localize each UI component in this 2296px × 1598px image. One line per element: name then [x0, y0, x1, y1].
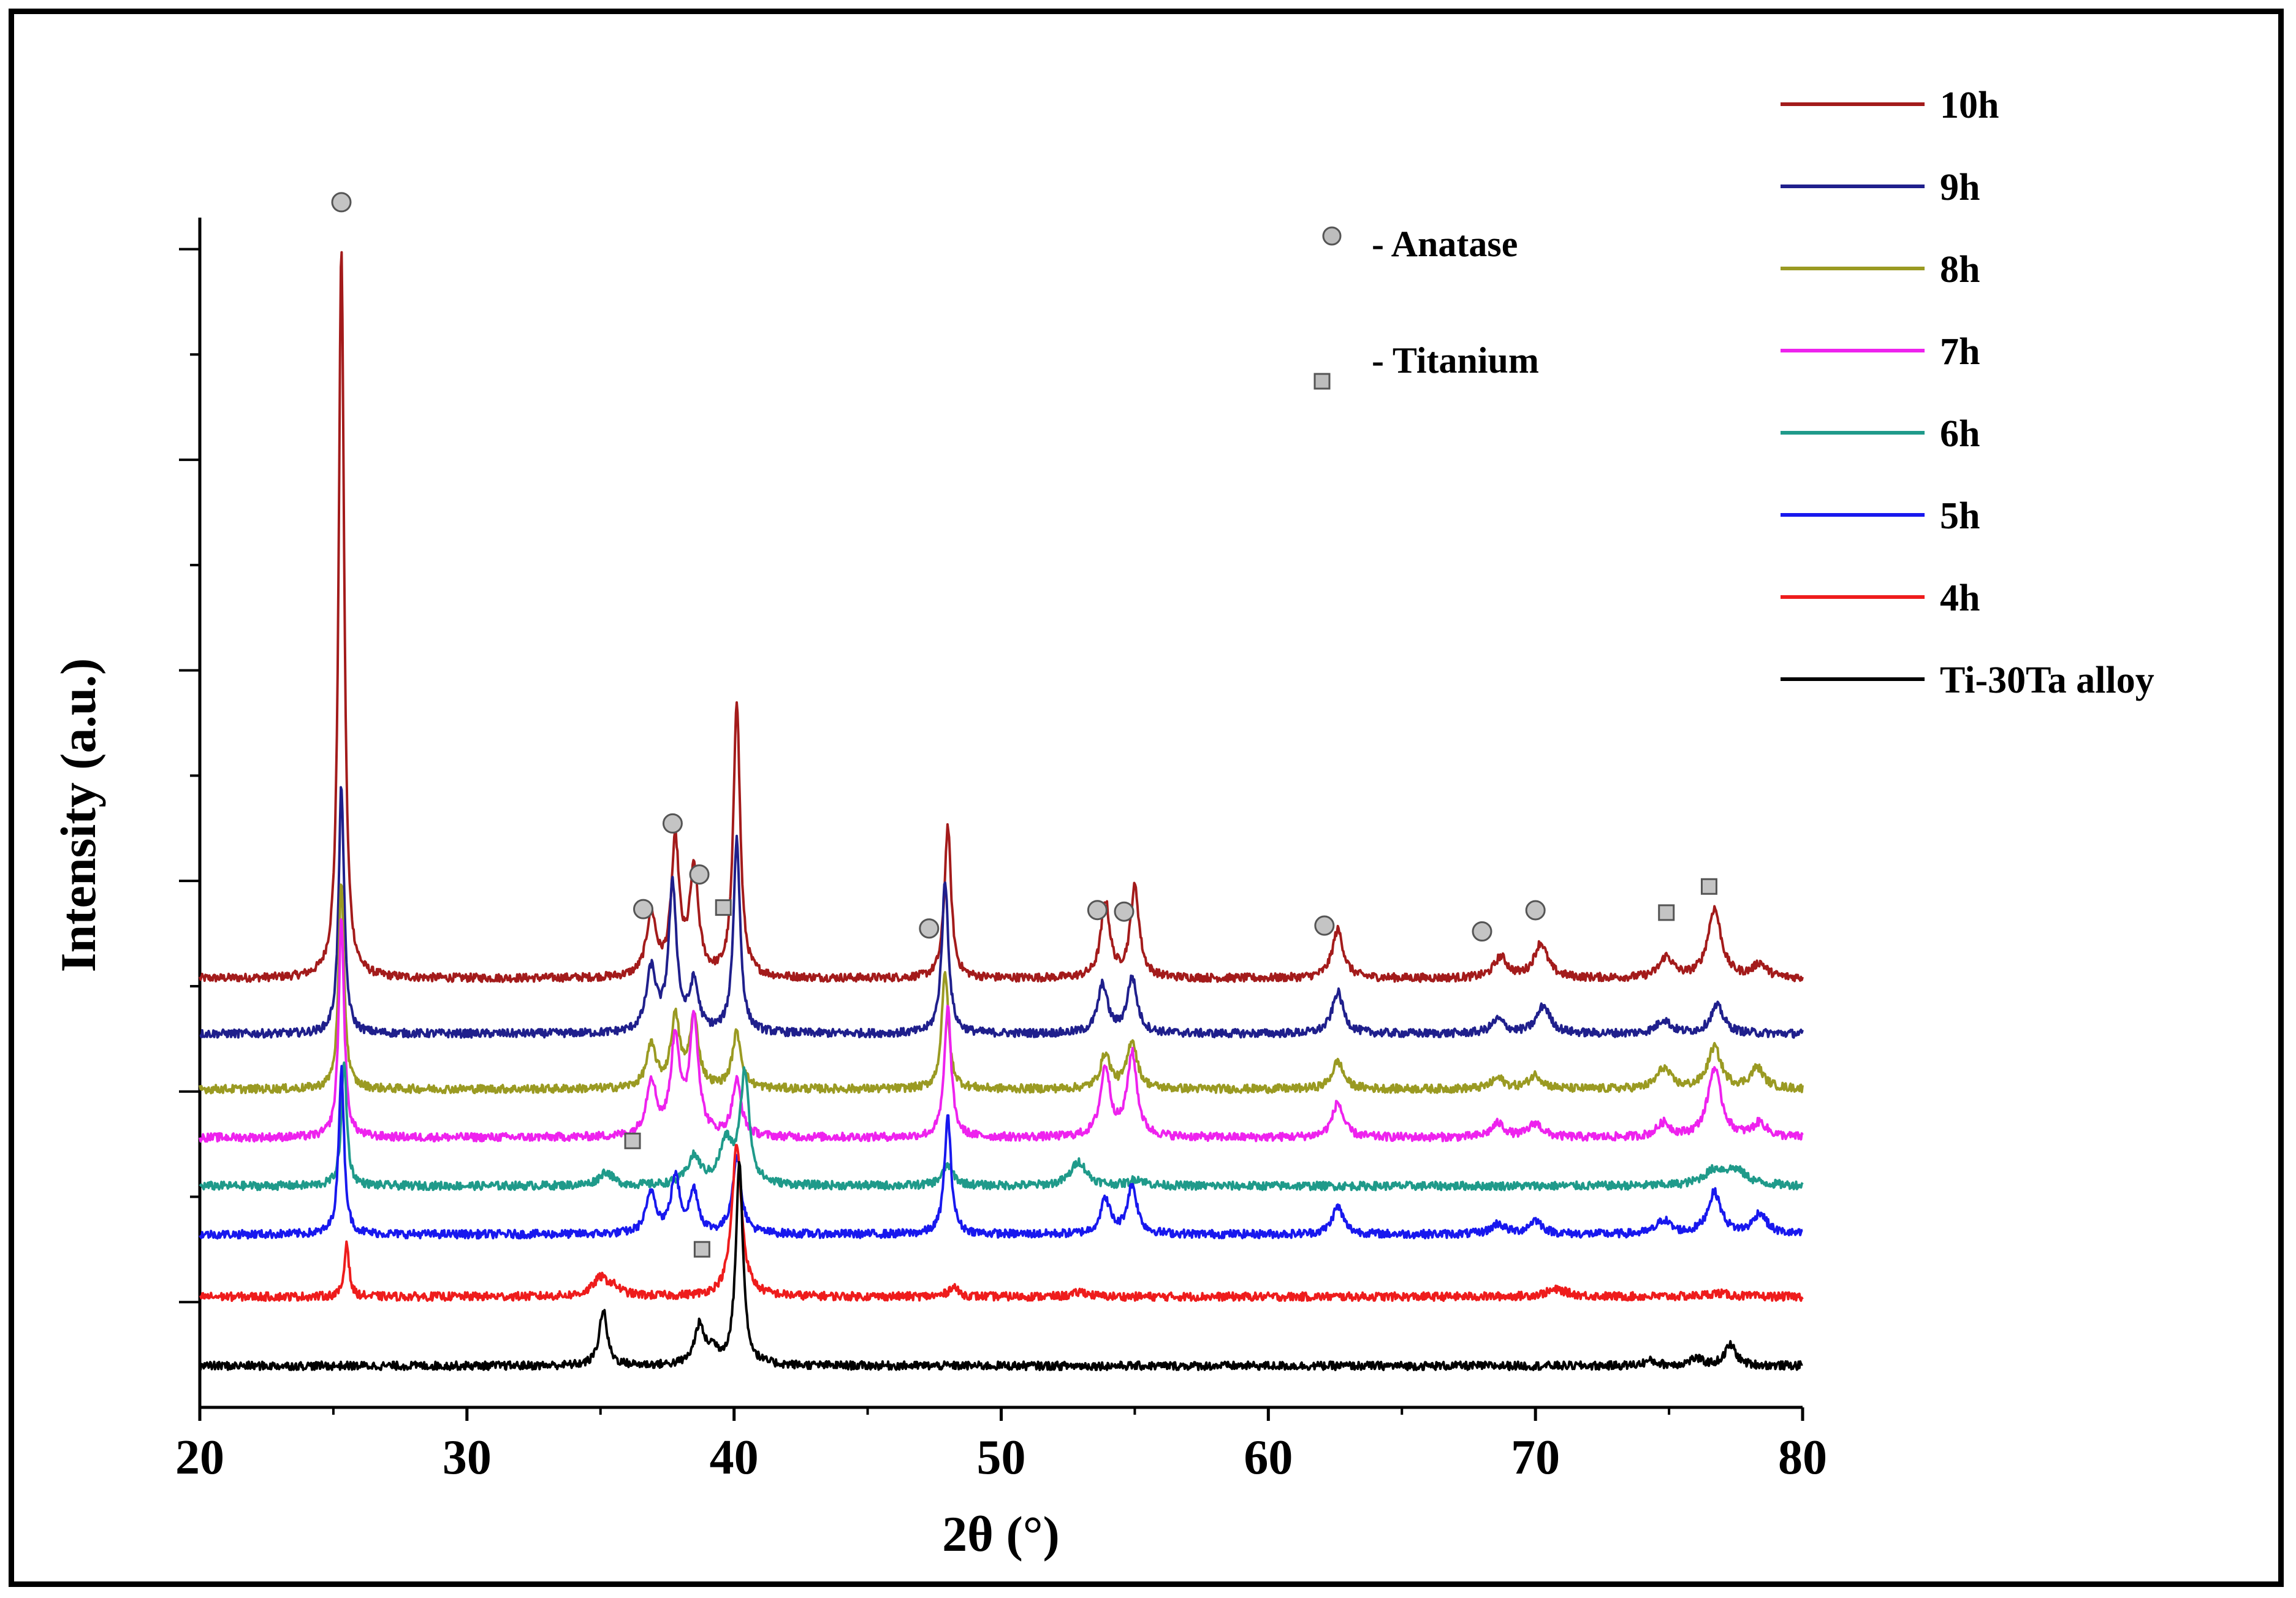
- x-tick-label: 70: [1511, 1431, 1560, 1485]
- series-line-9h: [199, 786, 1804, 1039]
- series-line-ti-30ta-alloy: [199, 1161, 1803, 1371]
- x-tick-label: 20: [175, 1431, 224, 1485]
- legend-label: 5h: [1940, 495, 1980, 537]
- anatase-marker: [1314, 915, 1335, 936]
- legend-label: 8h: [1940, 249, 1980, 291]
- anatase-marker: [919, 918, 940, 939]
- legend-label: 9h: [1940, 167, 1980, 208]
- anatase-marker: [633, 899, 653, 919]
- anatase-marker: [331, 192, 352, 213]
- y-ticks: [179, 248, 200, 1304]
- titanium-marker: [1700, 878, 1717, 895]
- x-ticks: 20 30 40 50 60 70 80: [175, 1407, 1827, 1485]
- series-line-7h: [199, 918, 1804, 1143]
- legend-label: 4h: [1940, 577, 1980, 619]
- legend-label: 7h: [1940, 331, 1980, 373]
- figure-frame: [9, 9, 2284, 1587]
- anatase-marker: [1087, 900, 1108, 921]
- series-line-10h: [199, 251, 1804, 983]
- titanium-marker: [624, 1132, 641, 1149]
- titanium-marker: [715, 899, 732, 916]
- titanium-marker: [1658, 904, 1675, 921]
- anatase-marker: [1525, 900, 1546, 921]
- series-line-5h: [199, 1065, 1803, 1240]
- anatase-marker: [1472, 921, 1492, 942]
- x-tick-label: 40: [710, 1431, 759, 1485]
- anatase-marker: [689, 864, 710, 885]
- series-line-4h: [199, 1144, 1804, 1302]
- legend: 10h 9h 8h 7h 6h 5h 4h Ti-30Ta alloy: [1781, 85, 2154, 701]
- legend-label: 6h: [1940, 413, 1980, 455]
- anatase-marker: [1114, 901, 1135, 922]
- series-lines: [199, 251, 1804, 1371]
- x-tick-label: 60: [1244, 1431, 1293, 1485]
- anatase-key-label: - Anatase: [1372, 224, 1518, 264]
- titanium-key-icon: [1313, 373, 1331, 390]
- anatase-marker: [662, 813, 683, 834]
- titanium-key-label: - Titanium: [1372, 340, 1539, 381]
- phase-key: - Anatase - Titanium: [1313, 224, 1539, 390]
- series-line-8h: [199, 883, 1804, 1095]
- x-tick-label: 50: [977, 1431, 1026, 1485]
- titanium-marker: [693, 1241, 710, 1258]
- x-tick-label: 80: [1778, 1431, 1827, 1485]
- x-tick-label: 30: [443, 1431, 492, 1485]
- series-line-6h: [199, 1061, 1804, 1192]
- x-axis-title: 2θ (°): [942, 1506, 1060, 1562]
- legend-label: Ti-30Ta alloy: [1940, 660, 2154, 701]
- anatase-key-icon: [1322, 226, 1342, 246]
- y-axis-title: Intensity (a.u.): [50, 658, 106, 973]
- phase-markers: [331, 192, 1717, 1258]
- legend-label: 10h: [1940, 85, 1999, 126]
